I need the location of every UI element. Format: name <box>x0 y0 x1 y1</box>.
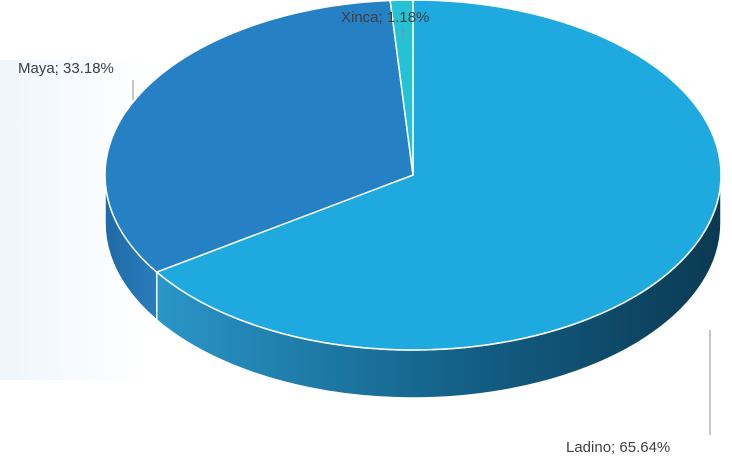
pie-slice-maya <box>104 0 414 273</box>
slice-label-xinca: Xinca; 1.18% <box>341 9 429 26</box>
slice-label-maya: Maya; 33.18% <box>18 60 114 77</box>
pie-slice-xinca <box>389 0 414 176</box>
slice-label-ladino: Ladino; 65.64% <box>566 439 670 456</box>
pie-slice-ladino <box>156 0 722 351</box>
